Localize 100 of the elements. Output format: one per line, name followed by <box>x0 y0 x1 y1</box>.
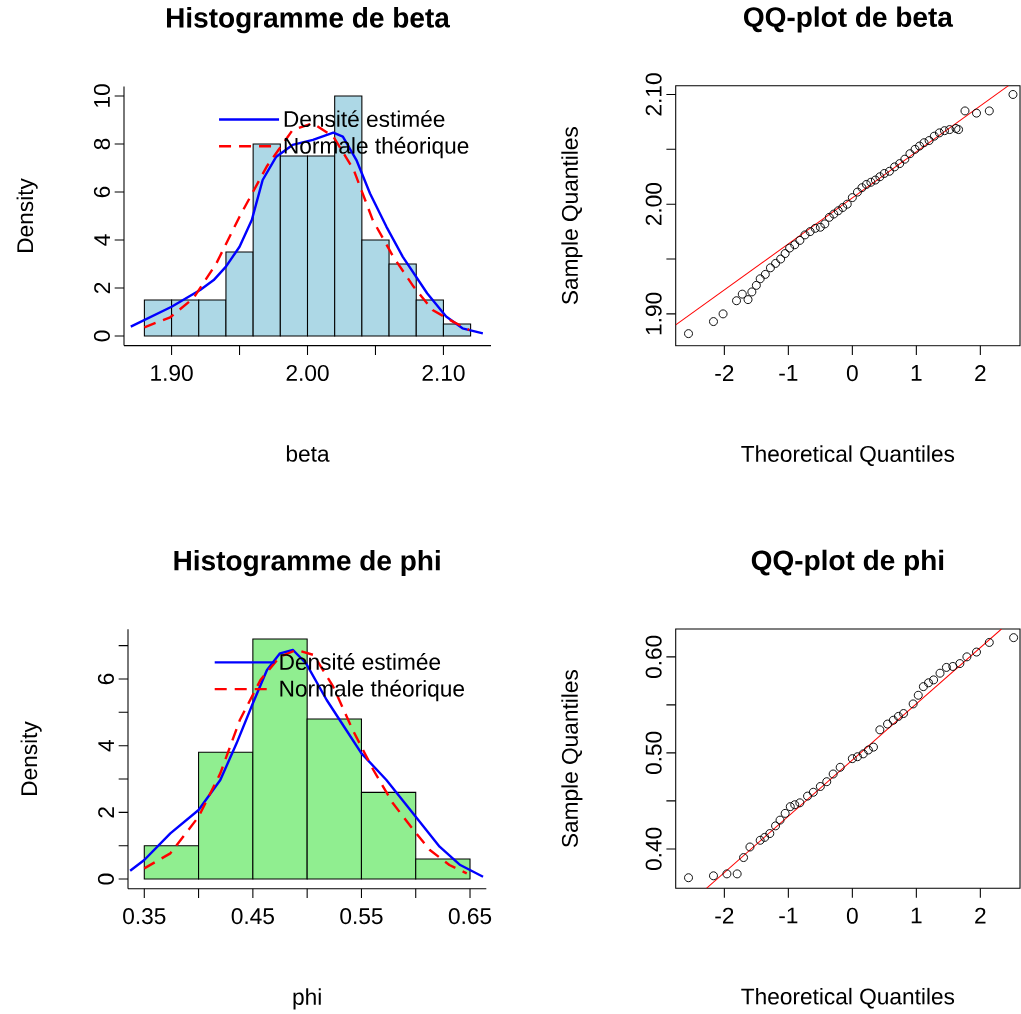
x-axis-title: Theoretical Quantiles <box>741 445 955 466</box>
point <box>875 725 885 735</box>
point <box>929 131 939 141</box>
point <box>722 869 732 879</box>
point <box>866 177 876 187</box>
point <box>935 668 945 678</box>
x-tick-label: 0.65 <box>448 908 492 925</box>
x-tick-label: -2 <box>715 907 734 924</box>
point <box>765 829 775 839</box>
point <box>808 787 818 797</box>
point <box>924 678 933 688</box>
point <box>868 742 878 752</box>
point <box>743 295 753 305</box>
y-tick-label: 2 <box>94 282 110 294</box>
point <box>747 287 757 297</box>
y-axis-title: Density <box>20 721 42 795</box>
point <box>984 106 994 116</box>
point <box>765 263 775 273</box>
x-tick-label: -1 <box>779 365 798 381</box>
point <box>684 873 693 883</box>
y-tick-label: 0.60 <box>645 635 662 679</box>
point <box>803 791 813 801</box>
point <box>737 289 747 299</box>
y-tick-label: 10 <box>93 84 110 107</box>
point <box>852 752 862 762</box>
point <box>857 183 867 193</box>
point <box>1008 90 1018 99</box>
point <box>732 296 741 306</box>
chart-title: QQ-plot de beta <box>744 6 954 33</box>
point <box>785 243 795 253</box>
point <box>800 230 810 240</box>
point <box>745 842 755 852</box>
point <box>884 166 894 176</box>
point <box>824 212 834 222</box>
point <box>810 223 820 233</box>
point <box>893 711 903 721</box>
x-tick-label: 0 <box>846 907 858 924</box>
x-axis-title: Theoretical Quantiles <box>741 987 955 1009</box>
y-axis-title: Density <box>16 178 38 252</box>
point <box>835 762 845 772</box>
point <box>972 108 981 118</box>
point <box>785 802 795 812</box>
point <box>918 682 928 692</box>
point <box>908 699 918 709</box>
y-axis-title: Sample Quantiles <box>561 127 583 305</box>
point <box>760 269 770 279</box>
x-tick-label: 0.55 <box>340 908 383 925</box>
y-tick-label: 4 <box>98 740 114 752</box>
x-axis-title: beta <box>286 445 330 462</box>
x-axis-title: phi <box>293 988 321 1010</box>
point <box>684 329 693 339</box>
x-tick-label: 1 <box>911 907 922 924</box>
point <box>929 675 939 685</box>
point <box>833 206 843 216</box>
y-tick-label: 0.50 <box>645 731 662 775</box>
x-tick-label: 1 <box>911 365 922 381</box>
point <box>771 258 781 268</box>
point <box>890 162 900 172</box>
point <box>951 124 961 133</box>
point <box>795 235 805 245</box>
point <box>709 871 718 881</box>
point <box>900 154 910 164</box>
point <box>924 136 934 146</box>
x-tick-label: 1.90 <box>151 364 193 382</box>
point <box>962 652 972 662</box>
point <box>895 159 905 169</box>
point <box>838 203 848 212</box>
point <box>870 175 880 185</box>
x-tick-label: 2.00 <box>286 364 329 382</box>
point <box>915 141 925 151</box>
point <box>945 125 955 135</box>
y-tick-label: 6 <box>93 186 110 198</box>
point <box>828 769 838 779</box>
y-tick-label: 2 <box>98 807 114 818</box>
y-axis-title: Sample Quantiles <box>561 670 583 848</box>
y-tick-label: 1.90 <box>645 292 662 335</box>
point <box>718 309 728 319</box>
point <box>899 709 909 718</box>
point <box>829 209 839 219</box>
point <box>875 172 885 182</box>
y-tick-label: 8 <box>93 138 110 150</box>
point <box>751 280 761 290</box>
point <box>984 637 994 647</box>
x-tick-label: 0.35 <box>123 908 166 925</box>
point <box>960 106 970 116</box>
point <box>972 647 981 657</box>
point <box>780 249 790 259</box>
point <box>858 749 868 759</box>
y-tick-label: 0 <box>97 873 114 885</box>
point <box>954 125 964 135</box>
point <box>805 227 815 237</box>
point <box>913 690 923 700</box>
point <box>861 179 871 189</box>
point <box>879 168 889 178</box>
point <box>815 222 825 232</box>
y-tick-label: 2.00 <box>645 183 662 226</box>
point <box>847 754 857 764</box>
x-tick-label: 2 <box>975 365 986 381</box>
x-tick-label: -2 <box>715 365 734 381</box>
point <box>863 745 873 755</box>
